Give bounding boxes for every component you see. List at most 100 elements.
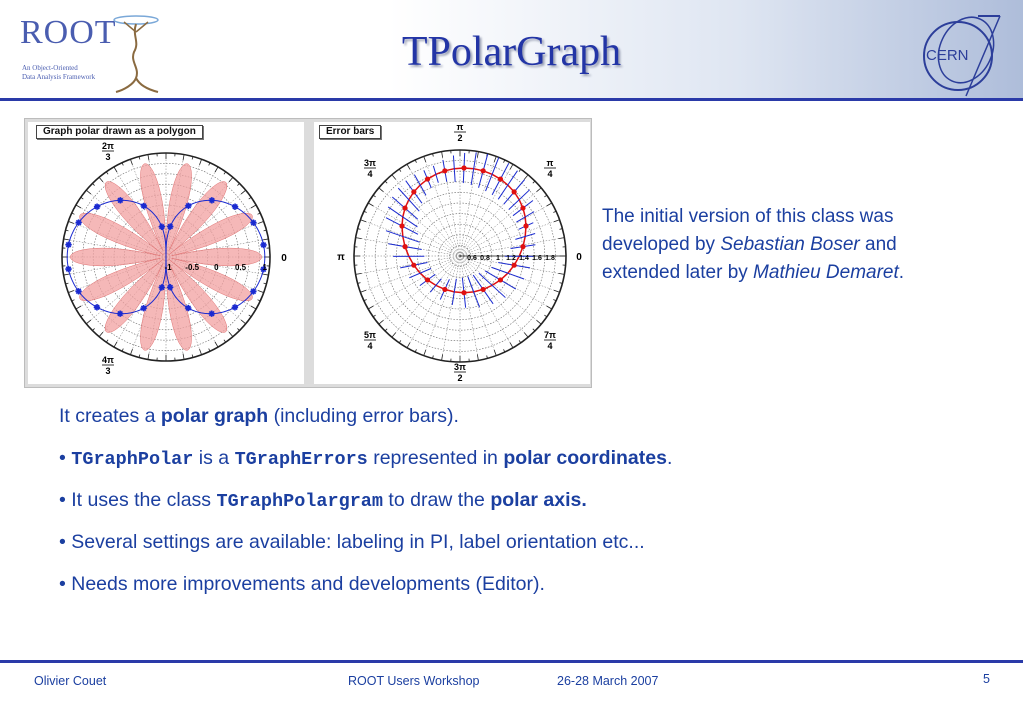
polar-grid-spoke [165,238,269,258]
polar-tick [191,354,194,358]
angle-label: 0 [576,252,582,263]
data-marker [250,288,257,295]
polar-grid-spoke [459,237,565,257]
polar-grid-spoke [459,255,514,348]
polar-tick [257,221,264,224]
data-marker [520,205,526,211]
polar-tick [536,187,542,193]
polar-tick [63,238,70,241]
polar-tick [263,229,267,232]
radial-label: 0 [214,263,219,272]
data-marker [411,262,417,268]
data-marker [424,176,431,182]
angle-label: 0 [281,253,287,264]
polar-tick [262,238,269,241]
polar-tick [384,328,388,332]
polar-tick [406,164,411,170]
root-figure-icon [113,15,159,93]
angle-label-denominator: 4 [367,169,372,179]
polar-tick [355,272,362,275]
polar-tick [223,339,226,343]
data-marker [116,310,124,317]
polar-tick [546,202,552,207]
radial-label: 0.5 [235,263,247,272]
radial-label: 1.6 [532,255,542,262]
polar-tick [518,340,522,344]
blue-curve [66,199,266,315]
error-bar [451,278,457,306]
error-bar [467,276,481,308]
polar-tick [208,162,211,166]
bullet-list: It creates a polar graph (including erro… [59,401,979,611]
polar-grid-spoke [423,255,461,356]
bullet-item: • It uses the class TGraphPolargram to d… [59,489,587,512]
polar-grid-spoke [459,255,565,275]
polar-tick [523,332,529,338]
polar-grid-spoke [86,256,167,325]
polar-grid-spoke [459,202,552,257]
polar-tick [257,299,261,302]
polar-tick [518,168,522,172]
radial-label: 1 [496,255,500,262]
polar-tick [414,159,417,163]
polar-tick [360,289,367,293]
polar-tick [248,197,252,200]
polar-tick [257,212,261,215]
polar-tick [240,189,246,195]
polar-tick [223,171,226,175]
error-bar [397,187,420,212]
radial-label: 1.4 [519,255,529,262]
polar-tick [423,349,427,356]
radial-label: 0.8 [480,255,490,262]
data-marker [208,310,215,317]
data-marker [511,189,517,195]
polar-tick [509,342,514,348]
polar-tick [121,348,124,352]
data-marker [424,277,431,283]
angle-label-denominator: 3 [105,152,110,162]
data-marker [511,262,517,268]
author-name-demaret: Mathieu Demaret [753,262,899,283]
angle-label-numerator: 3π [364,158,376,168]
data-marker [402,244,408,250]
error-bar [413,174,427,196]
angle-label-denominator: 2 [457,133,462,143]
polar-tick [432,153,434,157]
error-bar [478,272,506,298]
polar-tick [553,219,560,223]
data-marker [166,284,174,291]
polar-tick [182,353,185,360]
error-bar [387,206,418,228]
polar-tick [113,166,118,173]
footer-author: Olivier Couet [34,674,107,688]
polygon-panel-title: Graph polar drawn as a polygon [36,125,203,139]
polar-grid-spoke [459,255,529,338]
radial-label: 1.2 [506,255,516,262]
polar-tick [357,282,361,284]
polygon-panel: -1 -0.5 0 0.5 1 2π 3 4π 3 0 Graph polar drawn as … [28,122,304,384]
polar-grid-spoke [459,255,542,325]
data-marker [461,165,467,171]
angle-label-numerator: 2π [102,141,114,151]
error-bar [516,211,535,223]
polar-tick [147,353,150,360]
polar-tick [86,319,92,325]
polar-grid-spoke [459,187,542,257]
polar-tick [214,166,219,173]
root-logo-tagline: An Object-Oriented Data Analysis Framewo… [22,64,96,81]
footer-date: 26-28 March 2007 [557,674,659,688]
angle-label: π [337,252,345,263]
polar-tick [199,159,202,166]
angle-label-denominator: 2 [457,373,462,383]
data-marker [140,304,147,312]
polar-tick [546,305,552,310]
polar-tick [544,194,548,198]
polar-grid-spoke [423,156,461,257]
polar-tick [237,183,240,186]
polar-tick [493,349,497,356]
data-marker [520,244,526,250]
polar-grid-spoke [360,255,461,293]
polar-tick [509,164,514,170]
data-marker [185,202,192,210]
